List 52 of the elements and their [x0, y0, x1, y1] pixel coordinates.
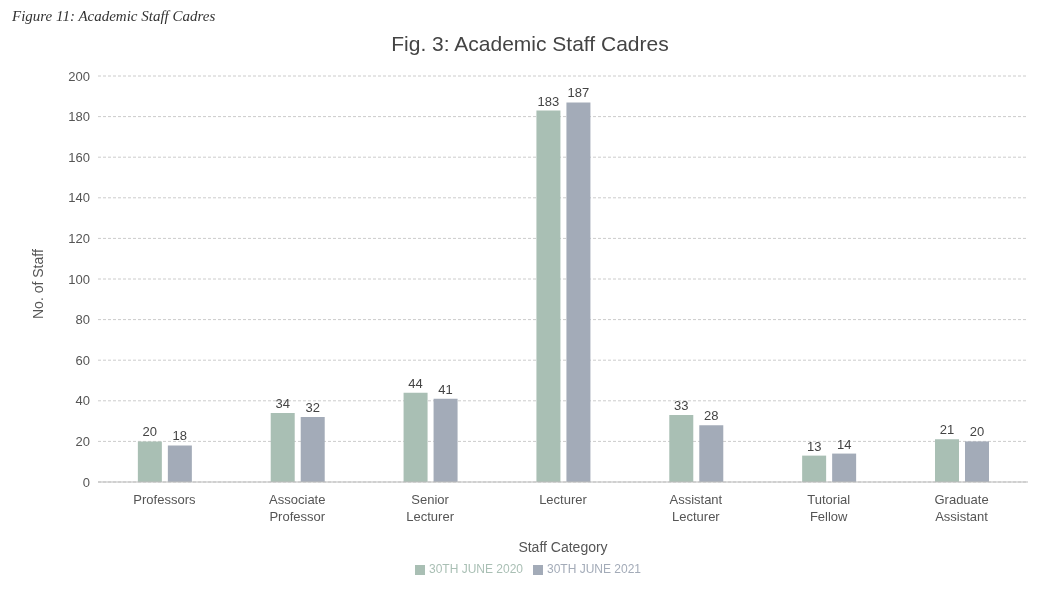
x-tick-label: Senior Lecturer: [406, 492, 455, 524]
y-tick-label: 80: [75, 312, 90, 328]
data-label: 33: [674, 398, 689, 414]
x-tick-label: Lecturer: [539, 492, 588, 507]
x-tick-label: Graduate Assistant: [934, 492, 989, 524]
x-tick-label: Tutorial Fellow: [807, 492, 851, 524]
data-label: 28: [704, 408, 719, 424]
bar: [167, 445, 192, 482]
bar: [403, 392, 428, 482]
chart-title: Fig. 3: Academic Staff Cadres: [390, 32, 670, 56]
x-tick-label: Assistant Lecturer: [669, 492, 723, 524]
data-label: 183: [537, 93, 560, 109]
data-label: 34: [275, 395, 290, 411]
data-label: 32: [305, 400, 320, 416]
data-label: 21: [939, 422, 955, 438]
y-axis-title: No. of Staff: [29, 249, 46, 319]
legend-label: 30TH JUNE 2021: [547, 562, 642, 576]
bar: [300, 417, 325, 482]
x-tick-label: Associate Professor: [269, 492, 326, 524]
data-label: 13: [806, 438, 822, 454]
y-tick-label: 200: [68, 68, 90, 84]
bar: [802, 455, 827, 482]
data-label: 18: [172, 428, 188, 444]
legend-label: 30TH JUNE 2020: [428, 562, 523, 576]
caption: Figure 11: Academic Staff Cadres: [12, 8, 216, 25]
x-axis-title: Staff Category: [518, 539, 608, 555]
y-tick-label: 100: [68, 271, 90, 287]
bar: [566, 102, 591, 482]
y-tick-label: 0: [82, 474, 90, 490]
bar: [669, 415, 694, 482]
y-tick-label: 20: [75, 434, 90, 450]
bar: [536, 110, 561, 482]
y-tick-label: 160: [68, 149, 90, 165]
y-tick-label: 120: [68, 231, 90, 247]
bar: [137, 441, 162, 482]
data-label: 44: [408, 375, 423, 391]
data-label: 187: [567, 85, 590, 101]
y-tick-label: 180: [68, 109, 90, 125]
y-tick-label: 40: [75, 393, 90, 409]
bar: [935, 439, 959, 482]
data-label: 41: [438, 381, 453, 397]
bar: [832, 453, 857, 482]
x-tick-label: Professors: [133, 492, 196, 507]
bar: [270, 412, 295, 482]
bar: [699, 425, 724, 482]
y-tick-label: 140: [68, 190, 90, 206]
bar: [433, 398, 458, 482]
y-tick-label: 60: [75, 352, 90, 368]
bar: [965, 441, 989, 482]
data-label: 14: [836, 436, 852, 452]
data-label: 20: [142, 424, 158, 440]
data-label: 20: [969, 424, 985, 440]
